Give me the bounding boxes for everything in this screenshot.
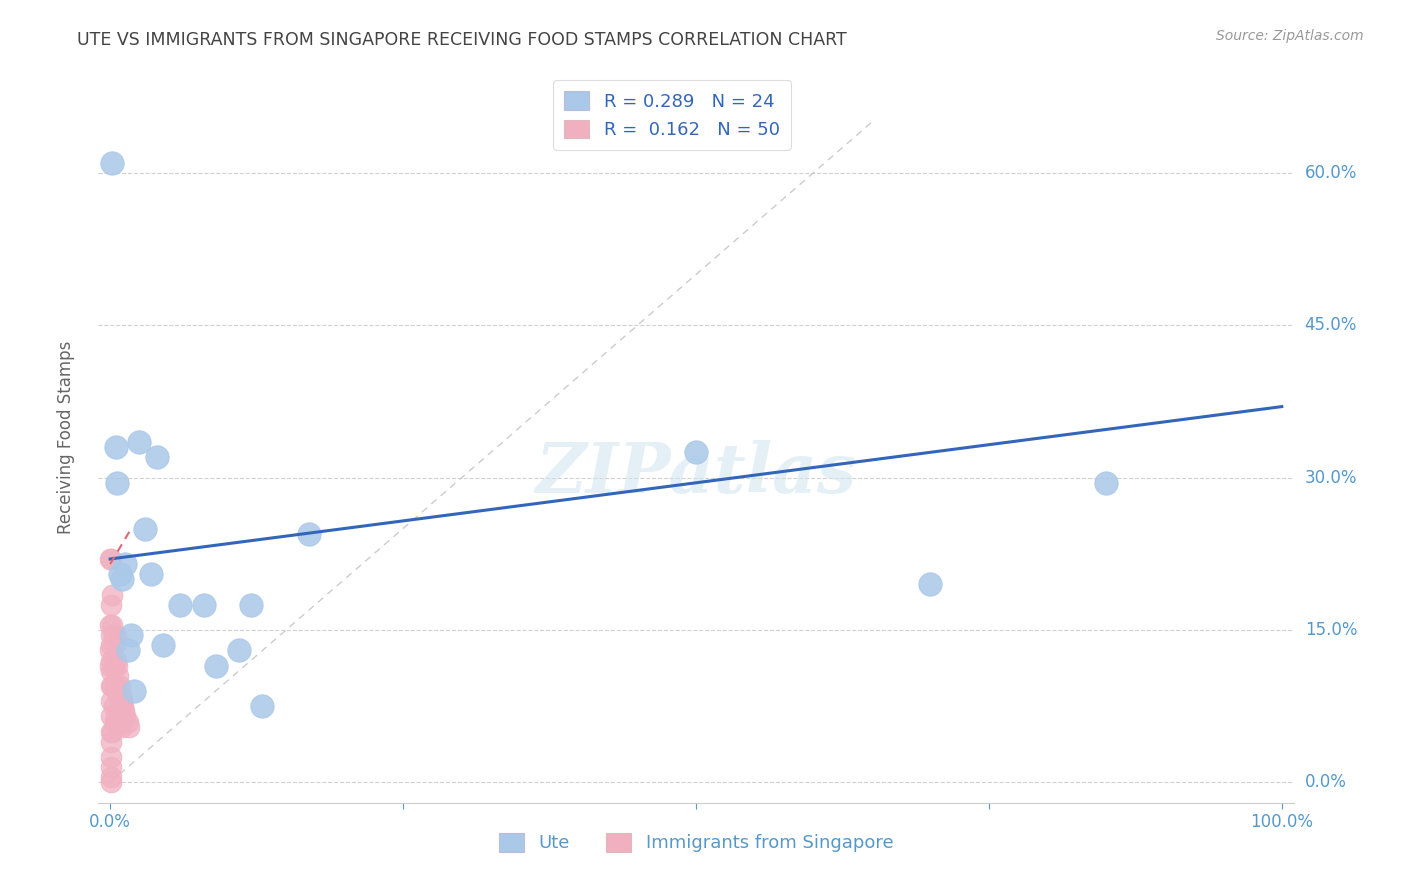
Point (111, 720, 134, 734)
Point (112, 699, 135, 714)
Text: 0.0%: 0.0% (1305, 773, 1347, 791)
Point (101, 618, 124, 632)
Point (107, 689, 129, 703)
Point (134, 521, 156, 535)
Point (100, 709, 122, 723)
Point (122, 684, 145, 698)
Point (204, 658, 226, 673)
Point (100, 654, 122, 668)
Point (117, 643, 139, 657)
Point (146, 450, 169, 465)
Point (228, 643, 250, 657)
Point (105, 628, 128, 642)
Point (685, 445, 707, 459)
Point (169, 598, 191, 612)
Point (105, 714, 128, 729)
Text: 15.0%: 15.0% (1305, 621, 1357, 639)
Text: Source: ZipAtlas.com: Source: ZipAtlas.com (1216, 29, 1364, 43)
Point (105, 658, 128, 673)
Point (100, 694, 122, 708)
Point (101, 588, 124, 602)
Point (108, 567, 131, 582)
Point (100, 771, 122, 785)
Point (117, 714, 139, 729)
Point (128, 435, 150, 450)
Point (105, 709, 128, 723)
Point (104, 714, 127, 729)
Point (100, 750, 122, 764)
Point (111, 572, 134, 586)
Point (98, 658, 121, 673)
Point (103, 658, 125, 673)
Point (105, 475, 128, 490)
Legend: Ute, Immigrants from Singapore: Ute, Immigrants from Singapore (492, 826, 900, 860)
Point (108, 679, 131, 693)
Point (252, 699, 274, 714)
Point (193, 598, 215, 612)
Point (105, 654, 128, 668)
Point (141, 567, 163, 582)
Point (100, 628, 122, 642)
Point (105, 679, 128, 693)
Y-axis label: Receiving Food Stamps: Receiving Food Stamps (56, 341, 75, 533)
Point (111, 694, 134, 708)
Point (100, 664, 122, 678)
Point (239, 598, 262, 612)
Text: UTE VS IMMIGRANTS FROM SINGAPORE RECEIVING FOOD STAMPS CORRELATION CHART: UTE VS IMMIGRANTS FROM SINGAPORE RECEIVI… (77, 31, 846, 49)
Point (101, 156, 124, 170)
Point (100, 724, 122, 739)
Point (101, 724, 124, 739)
Point (107, 669, 129, 683)
Point (105, 684, 128, 698)
Point (103, 699, 125, 714)
Point (104, 638, 127, 652)
Point (920, 577, 942, 591)
Point (104, 679, 127, 693)
Point (152, 638, 174, 652)
Point (100, 679, 122, 693)
Text: 60.0%: 60.0% (1305, 164, 1357, 182)
Point (101, 679, 124, 693)
Point (100, 598, 122, 612)
Point (100, 760, 122, 774)
Point (118, 720, 141, 734)
Point (114, 557, 136, 571)
Point (120, 628, 142, 642)
Point (100, 552, 122, 566)
Text: 30.0%: 30.0% (1305, 468, 1357, 487)
Point (114, 709, 136, 723)
Point (100, 775, 122, 789)
Point (98, 552, 121, 566)
Point (100, 735, 122, 749)
Point (112, 705, 135, 719)
Point (108, 705, 131, 719)
Point (1095, 475, 1118, 490)
Point (298, 526, 321, 541)
Point (100, 638, 122, 652)
Point (98, 643, 121, 657)
Point (107, 714, 129, 729)
Point (103, 628, 125, 642)
Point (98, 618, 121, 632)
Text: 45.0%: 45.0% (1305, 317, 1357, 334)
Text: ZIPatlas: ZIPatlas (536, 440, 856, 508)
Point (110, 714, 132, 729)
Point (105, 440, 128, 454)
Point (110, 689, 132, 703)
